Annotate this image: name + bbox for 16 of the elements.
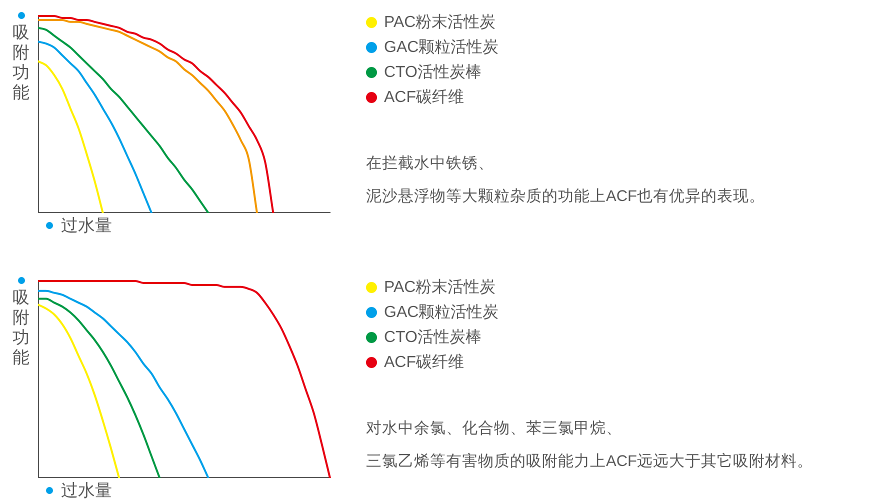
legend-label: GAC颗粒活性炭 — [384, 38, 499, 58]
text: 泥沙悬浮物等大颗粒杂质的功能上ACF也有优异的表现。 — [366, 187, 765, 207]
text: 对水中余氯、化合物、苯三氯甲烷、 — [366, 419, 623, 439]
x-axis-title: 过水量 — [61, 480, 112, 502]
text: 在拦截水中铁锈、 — [366, 154, 495, 174]
x-axis-title: 过水量 — [61, 215, 112, 237]
text: 三氯乙烯等有害物质的吸附能力上ACF远远大于其它吸附材料。 — [366, 452, 813, 472]
legend-label: PAC粉末活性炭 — [384, 12, 496, 33]
legend-label: CTO活性炭棒 — [384, 62, 482, 83]
legend-label: ACF碳纤维 — [384, 352, 464, 373]
legend-label: CTO活性炭棒 — [384, 328, 482, 348]
legend-label: GAC颗粒活性炭 — [384, 302, 499, 323]
y-axis-title: 吸附功能 — [12, 288, 30, 368]
legend-label: PAC粉末活性炭 — [384, 278, 496, 298]
legend-label: ACF碳纤维 — [384, 88, 464, 108]
y-axis-title: 吸附功能 — [12, 23, 30, 103]
